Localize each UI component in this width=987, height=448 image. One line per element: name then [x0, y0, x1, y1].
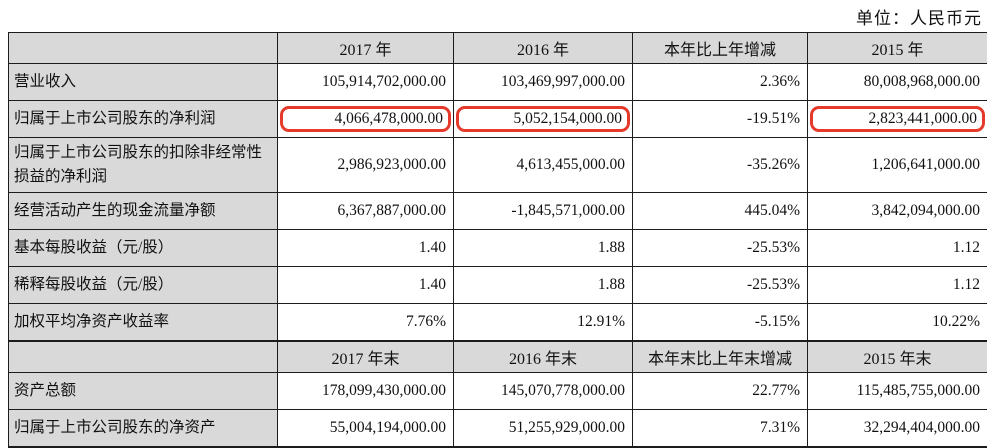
value-cell: 10.22% [808, 304, 987, 342]
header-empty-cell [9, 33, 278, 64]
row-label: 稀释每股收益（元/股） [9, 267, 278, 304]
value-cell: 445.04% [633, 193, 808, 230]
value-cell: 4,066,478,000.00 [278, 101, 454, 138]
row-label: 归属于上市公司股东的净资产 [9, 410, 278, 448]
row-label: 归属于上市公司股东的扣除非经常性损益的净利润 [9, 138, 278, 193]
header-cell: 2016 年 [454, 33, 633, 64]
value-cell: 1.88 [454, 267, 633, 304]
highlight-box: 5,052,154,000.00 [456, 106, 630, 132]
unit-label: 单位：人民币元 [856, 4, 982, 29]
header-cell: 2017 年末 [278, 341, 454, 373]
value-cell: 80,008,968,000.00 [808, 64, 987, 101]
value-cell: 1.40 [278, 230, 454, 267]
header-cell: 2017 年 [278, 33, 454, 64]
value-cell: 103,469,997,000.00 [454, 64, 633, 101]
value-cell: 2.36% [633, 64, 808, 101]
value-cell: -5.15% [633, 304, 808, 342]
row-label: 经营活动产生的现金流量净额 [9, 193, 278, 230]
value-cell: 5,052,154,000.00 [454, 101, 633, 138]
value-cell: 115,485,755,000.00 [808, 373, 987, 410]
value-cell: 105,914,702,000.00 [278, 64, 454, 101]
header-cell: 本年比上年增减 [633, 33, 808, 64]
value-cell: 4,613,455,000.00 [454, 138, 633, 193]
header-cell: 本年末比上年末增减 [633, 341, 808, 373]
value-cell: 1.12 [808, 230, 987, 267]
value-cell: 145,070,778,000.00 [454, 373, 633, 410]
value-cell: 7.31% [633, 410, 808, 448]
row-label: 营业收入 [9, 64, 278, 101]
value-cell: 12.91% [454, 304, 633, 342]
value-cell: -35.26% [633, 138, 808, 193]
value-cell: 1,206,641,000.00 [808, 138, 987, 193]
value-cell: 2,986,923,000.00 [278, 138, 454, 193]
value-cell: 22.77% [633, 373, 808, 410]
highlight-box: 4,066,478,000.00 [280, 106, 451, 132]
header-cell: 2016 年末 [454, 341, 633, 373]
value-cell: 51,255,929,000.00 [454, 410, 633, 448]
value-cell: 1.12 [808, 267, 987, 304]
value-cell: -25.53% [633, 230, 808, 267]
value-cell: 55,004,194,000.00 [278, 410, 454, 448]
value-cell: 1.40 [278, 267, 454, 304]
value-cell: 1.88 [454, 230, 633, 267]
header-cell: 2015 年 [808, 33, 987, 64]
value-cell: -25.53% [633, 267, 808, 304]
value-cell: 2,823,441,000.00 [808, 101, 987, 138]
value-cell: 178,099,430,000.00 [278, 373, 454, 410]
highlight-box: 2,823,441,000.00 [810, 106, 985, 132]
value-cell: 3,842,094,000.00 [808, 193, 987, 230]
row-label: 归属于上市公司股东的净利润 [9, 101, 278, 138]
value-cell: 6,367,887,000.00 [278, 193, 454, 230]
value-cell: 32,294,404,000.00 [808, 410, 987, 448]
value-cell: -19.51% [633, 101, 808, 138]
header-cell: 2015 年末 [808, 341, 987, 373]
value-cell: 7.76% [278, 304, 454, 342]
row-label: 加权平均净资产收益率 [9, 304, 278, 342]
header-empty-cell [9, 341, 278, 373]
value-cell: -1,845,571,000.00 [454, 193, 633, 230]
row-label: 资产总额 [9, 373, 278, 410]
row-label: 基本每股收益（元/股） [9, 230, 278, 267]
